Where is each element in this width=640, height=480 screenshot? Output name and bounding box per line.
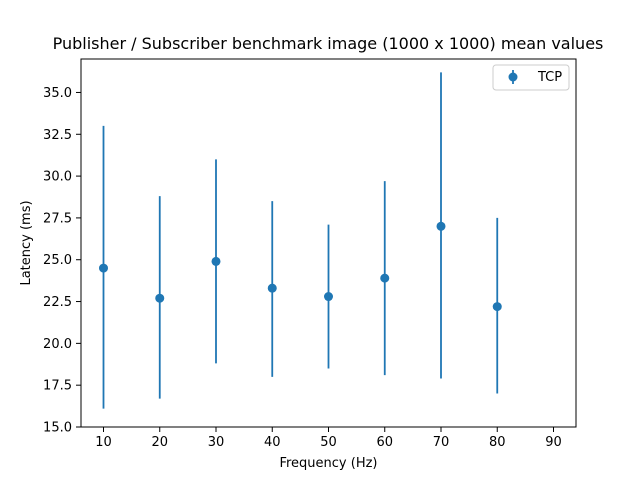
data-point — [211, 256, 221, 266]
legend-marker — [508, 72, 518, 82]
data-point — [492, 302, 502, 312]
y-tick-label: 30.0 — [43, 170, 72, 185]
y-tick-label: 32.5 — [43, 128, 72, 143]
data-point — [99, 263, 108, 273]
x-tick-label: 10 — [95, 435, 112, 450]
x-tick-label: 20 — [151, 435, 168, 450]
x-tick-label: 60 — [376, 435, 393, 450]
chart-title: Publisher / Subscriber benchmark image (… — [53, 34, 604, 53]
x-tick-label: 90 — [545, 435, 562, 450]
data-point — [155, 293, 165, 303]
ticks-layer: 10 20 30 40 50 60 70 80 90 15.0 17.5 20.0 22.5 25.0 27… — [43, 86, 562, 450]
y-tick-label: 35.0 — [43, 86, 72, 101]
legend-box — [492, 64, 570, 91]
x-tick-label: 30 — [208, 435, 225, 450]
data-point — [324, 292, 333, 302]
y-tick-label: 22.5 — [43, 295, 72, 310]
legend-label-tcp: TCP — [537, 70, 562, 85]
y-tick-label: 15.0 — [43, 421, 72, 436]
data-point — [380, 273, 390, 283]
x-tick-label: 50 — [320, 435, 337, 450]
plot-frame — [80, 58, 577, 428]
data-point — [436, 221, 446, 231]
marks-layer — [99, 72, 502, 409]
y-tick-label: 27.5 — [43, 211, 72, 226]
data-point — [267, 283, 277, 293]
x-tick-label: 80 — [489, 435, 506, 450]
x-tick-label: 70 — [433, 435, 450, 450]
y-tick-label: 20.0 — [43, 337, 72, 352]
y-tick-label: 17.5 — [43, 379, 72, 394]
x-axis-label: Frequency (Hz) — [279, 456, 377, 471]
y-axis-label: Latency (ms) — [19, 200, 34, 285]
y-tick-label: 25.0 — [43, 253, 72, 268]
legend: TCP — [492, 64, 570, 91]
x-tick-label: 40 — [264, 435, 281, 450]
